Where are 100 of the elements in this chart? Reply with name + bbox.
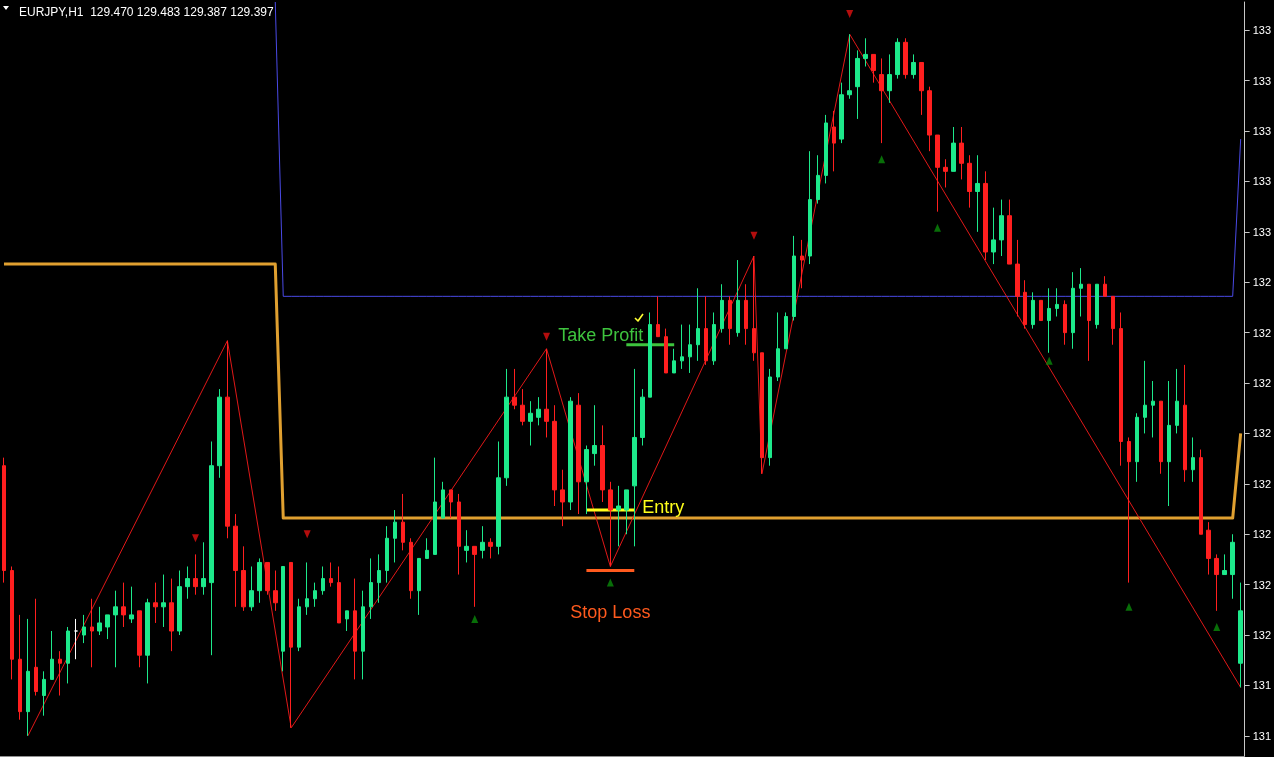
candlestick (967, 154, 972, 209)
candlestick (281, 565, 285, 672)
candlestick (313, 582, 317, 608)
candlestick (1167, 380, 1171, 507)
candlestick (449, 489, 453, 519)
candlestick (847, 33, 852, 100)
y-tick-label: 131 (1252, 679, 1272, 692)
candlestick (329, 561, 333, 588)
candlestick (1214, 553, 1219, 612)
candlestick (736, 259, 740, 338)
line-series (27, 33, 1242, 737)
candlestick (121, 582, 126, 628)
candlestick (1095, 283, 1099, 330)
candlestick (74, 618, 78, 660)
candlestick (1015, 239, 1020, 317)
y-tick-label: 132 (1252, 377, 1272, 390)
candlestick (90, 598, 94, 668)
candlestick (760, 352, 764, 475)
candlestick (1055, 287, 1059, 317)
candlestick (241, 545, 246, 612)
point (303, 530, 311, 539)
candlestick (1119, 311, 1123, 467)
candlestick (903, 37, 908, 80)
y-tick-label: 133 (1252, 175, 1272, 188)
candlestick (10, 565, 14, 680)
candlestick (82, 614, 86, 644)
y-tick-label: 131 (1252, 729, 1272, 742)
y-tick-label: 133 (1252, 225, 1272, 238)
series-label: Take Profit (558, 324, 644, 345)
candlestick (177, 570, 182, 636)
candlestick (696, 287, 700, 362)
candlestick (999, 199, 1004, 257)
candlestick (50, 630, 54, 680)
candlestick (353, 578, 357, 680)
candlestick (792, 235, 796, 322)
candlestick (273, 570, 278, 612)
candlestick (185, 565, 190, 600)
candlestick (393, 509, 397, 563)
candlestick (42, 670, 46, 717)
candlestick (911, 53, 916, 80)
y-tick-label: 133 (1252, 125, 1272, 138)
candlestick (1023, 279, 1027, 330)
candlestick (441, 481, 445, 519)
candlestick (2, 457, 6, 584)
candlestick (1127, 436, 1131, 584)
candlestick (129, 586, 134, 624)
candlestick (784, 311, 788, 350)
candlestick (520, 388, 525, 426)
candlestick (1151, 380, 1155, 438)
candlestick (744, 283, 748, 346)
candlestick (1183, 364, 1187, 483)
candlestick (1079, 267, 1083, 317)
candlestick (824, 114, 828, 184)
y-tick-label: 132 (1252, 629, 1272, 642)
candlestick (1159, 400, 1163, 475)
candlestick (145, 598, 150, 684)
candlestick (249, 565, 254, 612)
candlestick (728, 295, 732, 346)
y-tick-label: 133 (1252, 74, 1272, 87)
candlestick (512, 368, 517, 410)
candlestick (153, 582, 158, 624)
candlestick (113, 590, 118, 668)
point (543, 332, 551, 341)
point (933, 223, 941, 232)
candlestick (632, 368, 637, 547)
candlestick (58, 650, 62, 697)
y-tick-label: 132 (1252, 477, 1272, 490)
candlestick (584, 445, 589, 515)
candlestick (457, 493, 461, 576)
candlestick (616, 485, 621, 547)
candlestick (233, 513, 238, 608)
y-tick-label: 132 (1252, 276, 1272, 289)
candlestick (504, 368, 509, 487)
candlestick (816, 154, 820, 205)
candlestick (720, 283, 724, 334)
candlestick (991, 207, 996, 265)
candlestick (959, 126, 964, 180)
point (1213, 622, 1221, 631)
candlestick (855, 49, 860, 120)
candlestick (369, 557, 373, 620)
candlestick (34, 598, 38, 697)
candlestick (265, 561, 270, 596)
candlestick (161, 574, 166, 628)
candlestick (544, 348, 549, 438)
point (471, 614, 479, 623)
series-label: Stop Loss (570, 601, 651, 622)
candlestick (105, 614, 110, 640)
candlestick (808, 150, 812, 265)
candlestick (592, 404, 597, 467)
candlestick (1063, 299, 1067, 346)
point (1045, 356, 1053, 365)
candlestick (464, 529, 469, 563)
candlestick (1222, 553, 1227, 576)
candlestick (943, 158, 948, 188)
candlestick (1206, 521, 1211, 576)
candlestick (768, 368, 772, 467)
candlestick (576, 392, 581, 515)
point (750, 231, 758, 240)
candlestick (752, 255, 756, 362)
candlestick (97, 606, 102, 636)
